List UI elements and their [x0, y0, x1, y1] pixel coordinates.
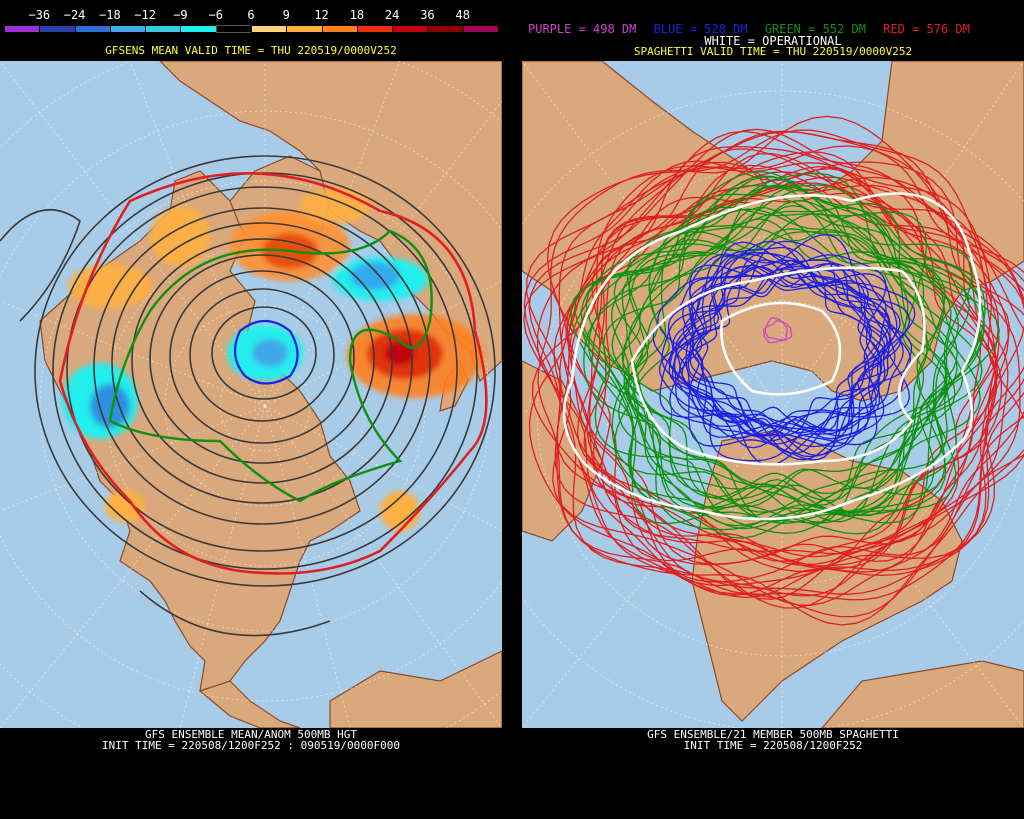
ensemble-member-contour	[618, 214, 958, 523]
spaghetti-color-legend: PURPLE = 498 DM BLUE = 528 DM GREEN = 55…	[528, 22, 980, 36]
scale-tick-label: −36	[28, 8, 51, 22]
scale-tick-label: −24	[63, 8, 86, 22]
ensemble-member-contour	[574, 175, 985, 530]
ensemble-member-contour	[658, 254, 910, 448]
legend-purple: PURPLE = 498 DM	[528, 22, 637, 36]
scale-color-box	[180, 25, 217, 33]
ensemble-member-contour	[570, 171, 986, 539]
scale-tick-label: 12	[314, 8, 329, 22]
scale-color-box	[427, 25, 464, 33]
eurasia	[159, 61, 502, 383]
ensemble-member-contour	[691, 260, 882, 437]
ensemble-mean-panel: −36 −24 −18 −12 −9 −6 6 9 12 18 24 36 48 GFSENS MEAN…	[0, 0, 502, 819]
scale-color-box	[462, 25, 499, 33]
scale-tick-label: 36	[420, 8, 435, 22]
negative-anomaly	[90, 384, 130, 428]
scale-color-box	[356, 25, 394, 33]
scale-color-box	[251, 25, 288, 33]
ensemble-member-contour	[552, 145, 1024, 606]
scale-color-box	[109, 25, 147, 33]
ensemble-member-contour	[689, 269, 877, 438]
scale-tick-label: 24	[384, 8, 400, 22]
ensemble-member-contour	[531, 162, 1024, 597]
legend-blue: BLUE = 528 DM	[653, 22, 748, 36]
ensemble-member-contour	[657, 254, 910, 447]
height-anomalies	[62, 188, 483, 531]
legend-operational: WHITE = OPERATIONAL	[704, 34, 842, 48]
mean-height-contours	[0, 155, 496, 637]
central-america	[198, 680, 301, 728]
scale-tick-label: −9	[173, 8, 188, 22]
ensemble-member-contour	[523, 131, 1024, 595]
spaghetti-footer-init-time: INIT TIME = 220508/1200F252	[683, 739, 863, 752]
scale-tick-label: 6	[247, 8, 255, 22]
blue-528-spaghetti	[652, 234, 916, 466]
blue-528-contour	[233, 319, 299, 385]
positive-anomaly	[105, 490, 145, 522]
anomaly-color-scale: −36 −24 −18 −12 −9 −6 6 9 12 18 24 36 48	[0, 0, 502, 40]
scale-color-box	[286, 25, 323, 33]
scale-tick-label: −12	[134, 8, 156, 22]
mean-valid-time-title: GFSENS MEAN VALID TIME = THU 220519/0000…	[105, 44, 397, 57]
ensemble-member-contour	[611, 186, 958, 516]
ensemble-member-contour	[682, 262, 880, 438]
operational-contours	[562, 192, 982, 521]
ensemble-member-contour	[537, 115, 1024, 626]
purple-498-spaghetti	[762, 317, 793, 344]
scale-color-box	[74, 25, 111, 33]
ensemble-member-contour	[528, 128, 1024, 597]
ensemble-member-contour	[585, 184, 981, 518]
mean-footer-init-time: INIT TIME = 220508/1200F252 : 090519/000…	[101, 739, 400, 752]
green-552-contour	[108, 229, 433, 503]
ensemble-member-contour	[627, 218, 925, 508]
africa	[522, 360, 603, 542]
red-576-spaghetti	[523, 115, 1024, 626]
ensemble-member-contour	[667, 240, 904, 466]
legend-green: GREEN = 552 DM	[764, 22, 866, 36]
south-america	[329, 650, 502, 728]
scale-color-box	[39, 25, 76, 33]
red-576-contour	[58, 172, 488, 575]
ensemble-member-contour	[567, 165, 1011, 565]
spaghetti-panel: PURPLE = 498 DM BLUE = 528 DM GREEN = 55…	[522, 0, 1024, 819]
ensemble-member-contour	[602, 208, 946, 513]
scale-tick-label: 18	[349, 8, 365, 22]
positive-anomaly	[68, 264, 152, 308]
scale-tick-label: 9	[282, 8, 290, 22]
spaghetti-valid-time-title: SPAGHETTI VALID TIME = THU 220519/0000V2…	[633, 45, 913, 58]
legend-red: RED = 576 DM	[883, 22, 970, 36]
ensemble-member-contour	[671, 253, 902, 448]
scale-color-box	[392, 25, 429, 33]
scale-tick-label: 48	[455, 8, 470, 22]
ensemble-member-contour	[621, 186, 952, 513]
ensemble-member-contour	[624, 231, 947, 506]
mean-footer-title: GFS ENSEMBLE MEAN/ANOM 500MB HGT	[145, 728, 357, 741]
negative-anomaly	[252, 339, 288, 367]
ensemble-member-contour	[673, 253, 901, 446]
spaghetti-footer-title: GFS ENSEMBLE/21 MEMBER 500MB SPAGHETTI	[647, 728, 899, 741]
scale-tick-label: −6	[208, 8, 223, 22]
scale-color-box	[4, 25, 41, 33]
ensemble-member-contour	[566, 171, 999, 555]
ensemble-member-contour	[580, 184, 1000, 524]
spaghetti-map	[522, 61, 1024, 728]
ensemble-member-contour	[762, 317, 793, 344]
ensemble-member-contour	[661, 240, 911, 461]
ensemble-member-contour	[594, 206, 981, 534]
panel-divider	[502, 0, 522, 819]
scale-tick-label: −18	[99, 8, 121, 22]
ensemble-member-contour	[554, 160, 1021, 609]
ensemble-member-contour	[588, 193, 971, 527]
scale-color-box	[215, 25, 252, 33]
ensemble-member-contour	[687, 265, 886, 442]
scale-color-box	[145, 25, 182, 33]
ensemble-member-contour	[528, 129, 1024, 618]
scale-color-box	[321, 25, 358, 33]
ensemble-mean-map	[0, 61, 502, 728]
